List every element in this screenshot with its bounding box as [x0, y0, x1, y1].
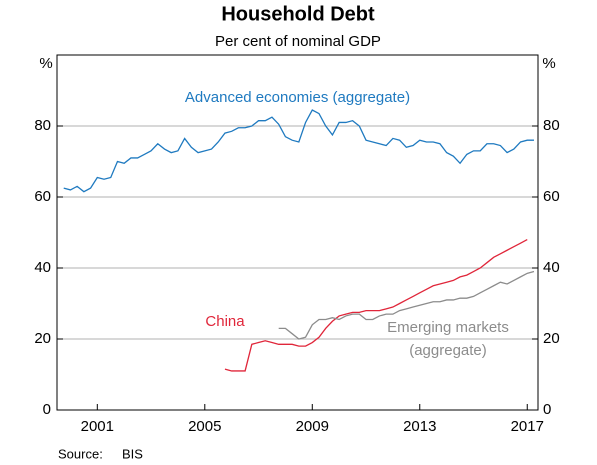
series-line — [278, 270, 535, 340]
series-label: China — [205, 313, 245, 330]
source: BIS — [122, 446, 143, 461]
x-tick-label: 2009 — [296, 418, 329, 435]
y-unit-right: % — [542, 55, 555, 72]
y-tick-label-right: 20 — [543, 330, 560, 347]
y-tick-label: 40 — [34, 259, 51, 276]
series-line — [63, 109, 534, 193]
chart-title: Household Debt — [221, 3, 375, 25]
x-tick-label: 2005 — [188, 418, 221, 435]
chart-subtitle: Per cent of nominal GDP — [215, 33, 381, 50]
x-tick-label: 2017 — [511, 418, 544, 435]
y-unit: % — [39, 55, 52, 72]
y-tick-label-right: 60 — [543, 188, 560, 205]
x-tick-label: 2001 — [81, 418, 114, 435]
y-tick-label-right: 0 — [543, 401, 551, 418]
x-tick-label: 2013 — [403, 418, 436, 435]
y-tick-label-right: 80 — [543, 117, 560, 134]
series-label: Advanced economies (aggregate) — [184, 89, 411, 106]
plot-frame — [56, 54, 539, 411]
series-label: Emerging markets (aggregate) — [387, 319, 509, 359]
y-tick-label: 20 — [34, 330, 51, 347]
y-tick-label: 0 — [43, 401, 51, 418]
y-tick-label: 80 — [34, 117, 51, 134]
y-tick-label-right: 40 — [543, 259, 560, 276]
y-tick-label: 60 — [34, 188, 51, 205]
series-line — [224, 239, 528, 372]
source-label: Source: — [58, 446, 103, 461]
